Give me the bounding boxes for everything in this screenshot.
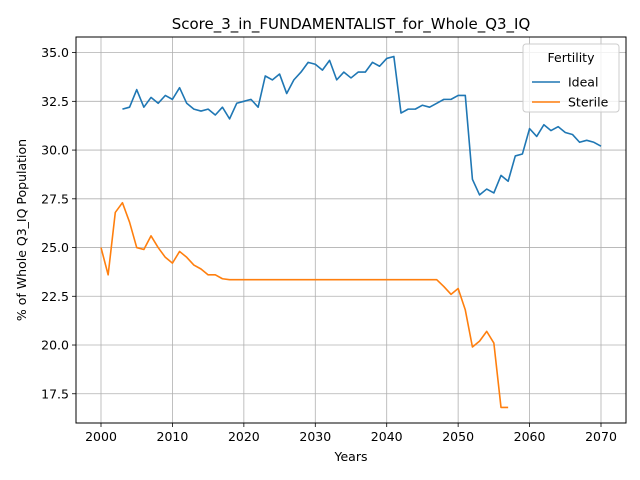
y-tick-label: 35.0 [41, 45, 69, 60]
y-axis-label: % of Whole Q3_IQ Population [14, 139, 29, 321]
chart-title: Score_3_in_FUNDAMENTALIST_for_Whole_Q3_I… [172, 15, 531, 34]
x-tick-label: 2020 [228, 429, 260, 444]
x-tick-label: 2050 [442, 429, 474, 444]
y-tick-label: 22.5 [41, 289, 69, 304]
y-tick-label: 27.5 [41, 191, 69, 206]
y-tick-label: 17.5 [41, 386, 69, 401]
y-tick-label: 30.0 [41, 143, 69, 158]
x-tick-label: 2030 [299, 429, 331, 444]
y-tick-label: 25.0 [41, 240, 69, 255]
x-tick-label: 2060 [514, 429, 546, 444]
x-tick-label: 2070 [585, 429, 617, 444]
y-tick-label: 32.5 [41, 94, 69, 109]
x-tick-label: 2040 [371, 429, 403, 444]
x-tick-label: 2010 [157, 429, 189, 444]
x-tick-label: 2000 [85, 429, 117, 444]
legend-label-sterile: Sterile [568, 95, 609, 110]
legend-label-ideal: Ideal [568, 75, 598, 90]
legend-title: Fertility [548, 50, 596, 65]
y-tick-label: 20.0 [41, 338, 69, 353]
legend: Fertility Ideal Sterile [523, 44, 619, 112]
x-axis-label: Years [334, 449, 368, 464]
